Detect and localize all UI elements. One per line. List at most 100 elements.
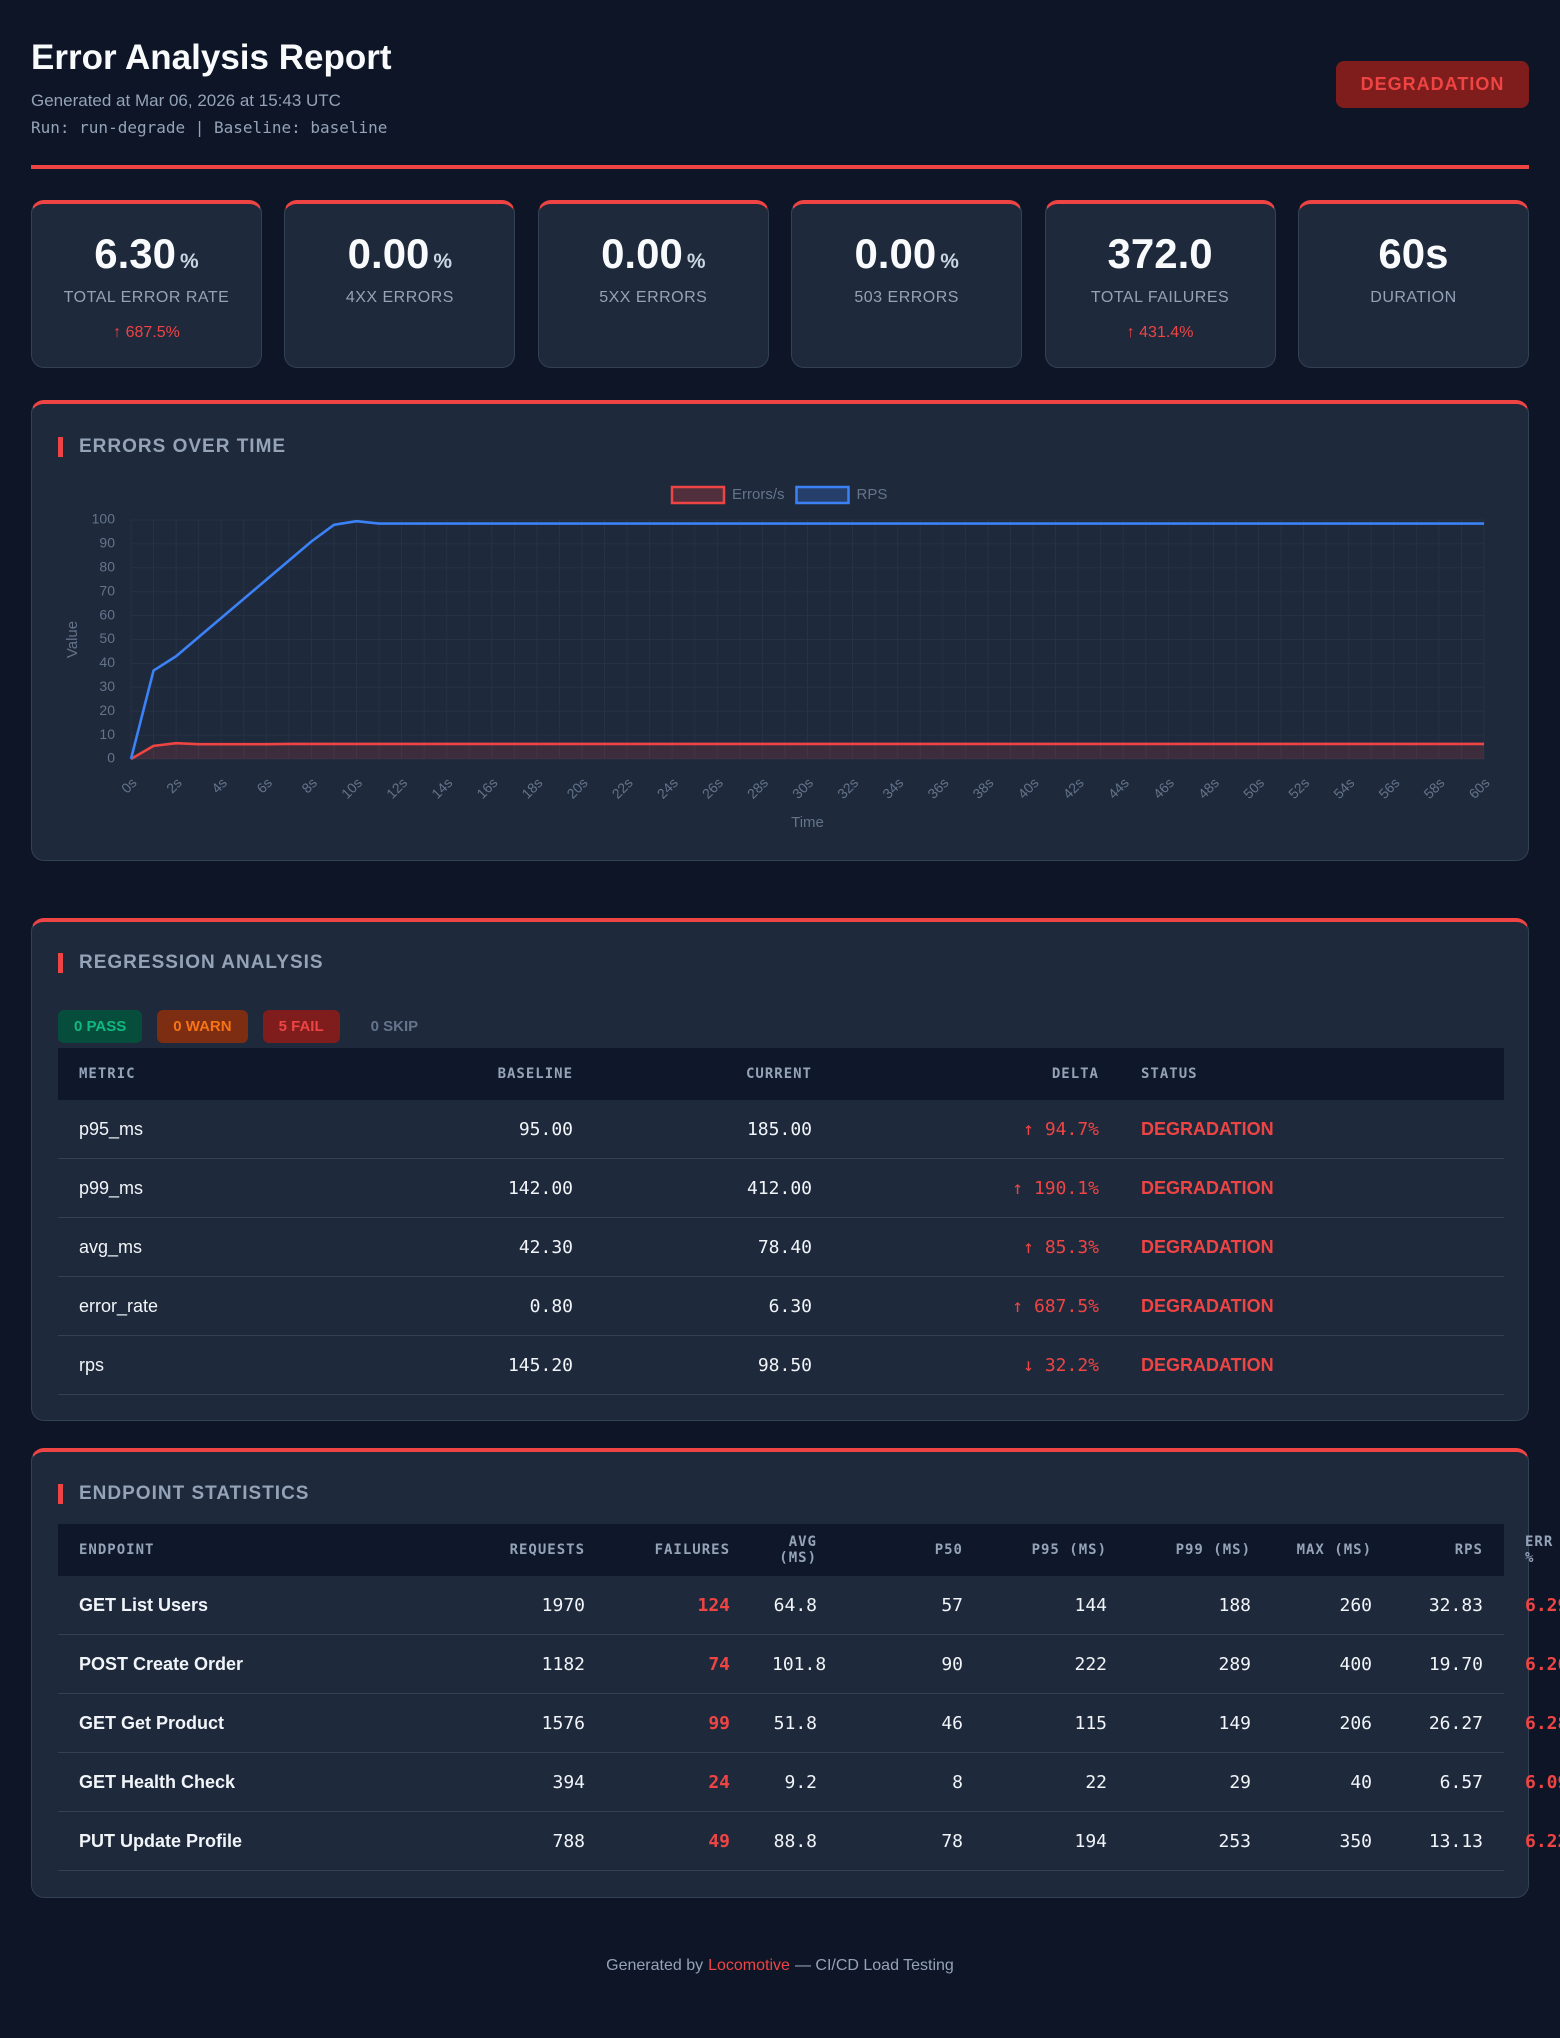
stat-card: 0.00% 4XX ERRORS [284, 200, 516, 368]
table-cell: 74 [606, 1634, 751, 1694]
table-cell: rps [58, 1335, 358, 1395]
x-tick-label: 34s [879, 774, 906, 801]
table-cell: 49 [606, 1811, 751, 1871]
column-header: BASELINE [358, 1048, 594, 1100]
table-body: GET List Users 1970 124 64.8 57 144 188 260 32.8… [58, 1576, 1560, 1871]
y-tick-label: 30 [99, 678, 115, 694]
stat-number: 0.00 [601, 230, 683, 277]
table-cell: 1182 [461, 1634, 606, 1694]
stat-value: 60s [1299, 230, 1528, 278]
table-cell: 46 [838, 1693, 984, 1753]
table-row: p99_ms 142.00 412.00 ↑ 190.1% DEGRADATION [58, 1158, 1504, 1218]
line [130, 741, 1484, 761]
table-body: p95_ms 95.00 185.00 ↑ 94.7% DEGRADATION p99_m… [58, 1100, 1504, 1395]
table-cell: 206 [1272, 1693, 1393, 1753]
stat-label: 4XX ERRORS [345, 289, 454, 306]
table-cell: 350 [1272, 1811, 1393, 1871]
x-tick-label: 12s [383, 774, 410, 801]
section-title: REGRESSION ANALYSIS [58, 953, 324, 973]
x-tick-label: 20s [563, 774, 590, 801]
table-cell: 149 [1128, 1693, 1272, 1753]
stat-value: 0.00% [539, 230, 768, 278]
x-tick-label: 4s [208, 774, 230, 796]
y-tick-label: 90 [99, 535, 115, 551]
x-tick-label: 40s [1014, 774, 1041, 801]
table-cell: DEGRADATION [1120, 1158, 1504, 1218]
table-cell: 145.20 [358, 1335, 594, 1395]
column-header: STATUS [1120, 1048, 1504, 1100]
table-cell: 144 [984, 1576, 1128, 1635]
x-tick-label: 52s [1285, 774, 1312, 801]
x-tick-label: 14s [428, 774, 455, 801]
table-cell: 101.8 [751, 1634, 838, 1694]
column-header: RPS [1393, 1524, 1504, 1576]
section-title: ENDPOINT STATISTICS [58, 1484, 309, 1504]
section-title: ERRORS OVER TIME [58, 437, 286, 457]
stat-label: TOTAL ERROR RATE [63, 289, 230, 306]
table-cell: 57 [838, 1576, 984, 1635]
table-cell: 19.70 [1393, 1634, 1504, 1694]
table-cell: DEGRADATION [1120, 1100, 1504, 1159]
table-cell: 42.30 [358, 1217, 594, 1277]
table-cell: 260 [1272, 1576, 1393, 1635]
y-tick-label: 50 [99, 630, 115, 646]
table-cell: 6.57 [1393, 1752, 1504, 1812]
table-row: rps 145.20 98.50 ↓ 32.2% DEGRADATION [58, 1335, 1504, 1395]
column-header: MAX (MS) [1272, 1524, 1393, 1576]
x-tick-label: 24s [654, 774, 681, 801]
table-cell: 6.30 [594, 1276, 833, 1336]
generated-at: Generated at Mar 06, 2026 at 15:43 UTC [31, 91, 341, 110]
table-cell: ↑ 687.5% [833, 1276, 1120, 1336]
table-cell: 394 [461, 1752, 606, 1812]
y-tick-label: 40 [99, 654, 115, 670]
regression-panel: REGRESSION ANALYSIS 0 PASS 0 WARN 5 FAIL 0 … [31, 918, 1529, 1421]
stat-card: 372.0 TOTAL FAILURES ↑ 431.4% [1044, 200, 1276, 368]
column-header: P95 (MS) [984, 1524, 1128, 1576]
table-cell: 13.13 [1393, 1811, 1504, 1871]
legend-label: RPS [857, 486, 888, 503]
x-tick-label: 58s [1420, 774, 1447, 801]
column-header: P50 [838, 1524, 984, 1576]
x-tick-label: 8s [298, 774, 320, 796]
x-tick-label: 10s [338, 774, 365, 801]
count-badge: 0 WARN [157, 1010, 248, 1043]
stat-card: 60s DURATION [1297, 200, 1529, 368]
footer-text: — CI/CD Load Testing [794, 1957, 954, 1974]
table-cell: 222 [984, 1634, 1128, 1694]
table-cell: ↑ 190.1% [833, 1158, 1120, 1218]
column-header: METRIC [58, 1048, 358, 1100]
stat-number: 0.00 [854, 230, 937, 277]
header-row: ENDPOINT REQUESTS FAILURES AVG (MS) P50 P95 (… [58, 1524, 1552, 1576]
table-row: PUT Update Profile 788 49 88.8 78 194 253 350 13… [58, 1811, 1560, 1871]
table-cell: 26.27 [1393, 1693, 1504, 1753]
table-head: ENDPOINT REQUESTS FAILURES AVG (MS) P50 P95 (… [58, 1524, 1552, 1576]
table-cell: 64.8 [751, 1576, 838, 1635]
stat-value: 0.00% [792, 230, 1021, 278]
stat-label: TOTAL FAILURES [1090, 289, 1230, 306]
legend-label: Errors/s [732, 486, 785, 503]
table-cell: 51.8 [751, 1693, 838, 1753]
endpoint-panel: ENDPOINT STATISTICS ENDPOINT REQUESTS FAIL… [31, 1448, 1560, 1898]
x-tick-label: 22s [609, 774, 636, 801]
table-cell: ↓ 32.2% [833, 1335, 1120, 1395]
report-title: Error Analysis Report [31, 38, 392, 77]
table-cell: 8 [838, 1752, 984, 1812]
x-tick-label: 18s [518, 774, 545, 801]
table-cell: 32.83 [1393, 1576, 1504, 1635]
x-axis-title: Time [791, 814, 824, 831]
x-tick-label: 32s [834, 774, 861, 801]
table-cell: 115 [984, 1693, 1128, 1753]
column-header: REQUESTS [461, 1524, 606, 1576]
table-cell: 99 [606, 1693, 751, 1753]
y-axis-title: Value [64, 621, 81, 658]
table-row: p95_ms 95.00 185.00 ↑ 94.7% DEGRADATION [58, 1100, 1504, 1159]
table-cell: POST Create Order [58, 1634, 461, 1694]
data-table: METRIC BASELINE CURRENT DELTA STATUS p95_ms 95… [58, 1048, 1504, 1395]
x-tick-label: 38s [969, 774, 996, 801]
stat-delta: ↑ 687.5% [113, 324, 180, 341]
column-header: P99 (MS) [1128, 1524, 1272, 1576]
table-cell: 253 [1128, 1811, 1272, 1871]
table-row: avg_ms 42.30 78.40 ↑ 85.3% DEGRADATION [58, 1217, 1504, 1277]
stat-card: 0.00% 5XX ERRORS [537, 200, 769, 368]
